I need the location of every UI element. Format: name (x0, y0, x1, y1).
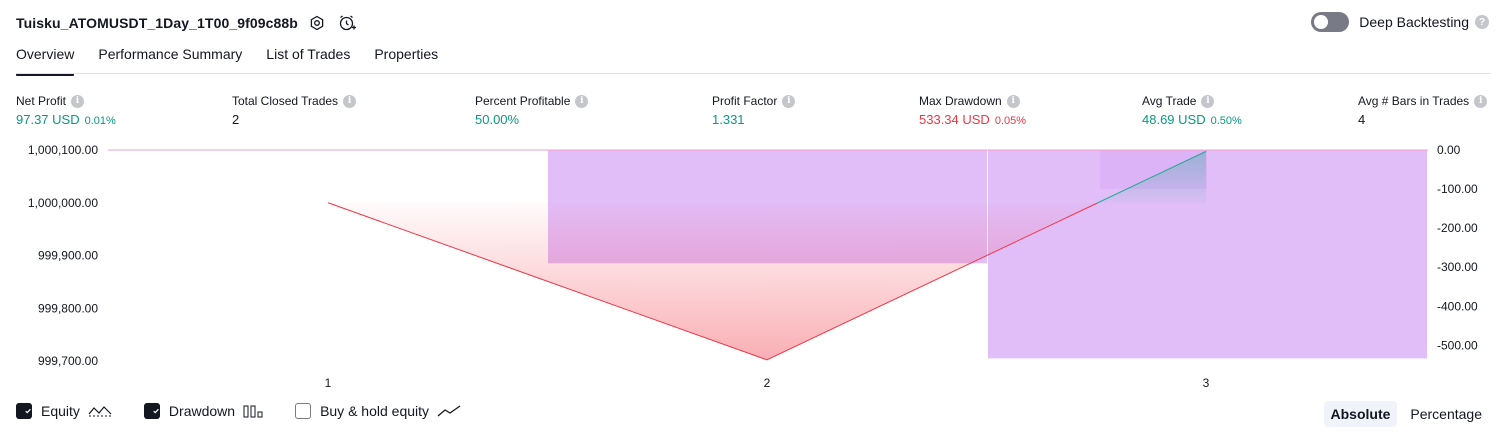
legend-drawdown[interactable]: Drawdown (143, 403, 263, 419)
chart-legend: Equity Drawdown Buy & hold equity (16, 403, 493, 419)
deep-backtesting-label: Deep Backtesting (1359, 14, 1469, 30)
tab-properties[interactable]: Properties (374, 46, 439, 62)
metric-max-drawdown: Max Drawdown i 533.34 USD 0.05% (919, 93, 1026, 127)
metric-sub-value: 0.05% (994, 115, 1027, 127)
drawdown-checkbox[interactable] (143, 403, 160, 419)
info-icon[interactable]: i (71, 94, 85, 108)
legend-equity[interactable]: Equity (16, 403, 112, 419)
metric-value: 97.37 USD (16, 112, 80, 127)
buy-hold-checkbox[interactable] (295, 403, 312, 419)
right-axis-tick: 0.00 (1437, 143, 1461, 157)
metric-value: 48.69 USD (1142, 112, 1206, 127)
x-axis-tick: 1 (325, 376, 332, 390)
absolute-button[interactable]: Absolute (1323, 401, 1398, 427)
help-icon[interactable]: ? (1475, 15, 1489, 29)
metric-label: Profit Factor (712, 94, 778, 108)
info-icon[interactable]: i (343, 94, 357, 108)
left-axis-tick: 1,000,000.00 (28, 196, 98, 210)
report-tabs: Overview Performance Summary List of Tra… (16, 46, 462, 76)
equity-line-up[interactable] (1097, 150, 1207, 204)
metric-sub-value: 0.50% (1210, 115, 1242, 127)
trend-line-icon (437, 405, 461, 417)
percentage-button[interactable]: Percentage (1410, 406, 1482, 422)
gear-icon[interactable] (306, 12, 328, 34)
info-icon[interactable]: i (1006, 94, 1020, 108)
metric-label: Percent Profitable (475, 94, 571, 108)
metric-value: 50.00% (475, 112, 520, 127)
right-axis-tick: -200.00 (1437, 221, 1478, 235)
tab-performance-summary[interactable]: Performance Summary (98, 46, 243, 62)
left-axis-tick: 999,900.00 (38, 249, 98, 263)
equity-layer (327, 150, 1207, 361)
info-icon[interactable]: i (782, 94, 796, 108)
equity-fill-down (328, 202, 1098, 360)
x-axis-tick: 2 (764, 376, 771, 390)
metric-label: Total Closed Trades (232, 94, 339, 108)
metric-label: Avg # Bars in Trades (1358, 94, 1470, 108)
metric-sub-value: 0.01% (84, 115, 116, 127)
equity-line-icon (88, 406, 112, 417)
tab-overview[interactable]: Overview (16, 46, 75, 76)
drawdown-bar[interactable] (988, 150, 1427, 359)
metric-value: 2 (232, 112, 240, 127)
deep-backtesting-toggle[interactable] (1311, 12, 1350, 32)
metric-profit-factor: Profit Factor i 1.331 (712, 93, 796, 127)
metric-total-closed-trades: Total Closed Trades i 2 (232, 93, 357, 127)
metric-net-profit: Net Profit i 97.37 USD 0.01% (16, 93, 116, 127)
scale-switch: Absolute Percentage (1318, 401, 1490, 427)
legend-buy-hold[interactable]: Buy & hold equity (295, 403, 461, 419)
metric-avg-bars: Avg # Bars in Trades i 4 (1358, 93, 1488, 127)
tabs-divider (16, 73, 1491, 74)
legend-label: Drawdown (168, 403, 236, 419)
equity-checkbox[interactable] (16, 403, 32, 419)
info-icon[interactable]: i (575, 94, 589, 108)
metric-label: Max Drawdown (919, 94, 1002, 108)
metric-avg-trade: Avg Trade i 48.69 USD 0.50% (1142, 93, 1242, 127)
equity-line-down[interactable] (327, 202, 1099, 361)
metric-value: 533.34 USD (919, 112, 990, 127)
right-axis-tick: -300.00 (1437, 260, 1478, 274)
left-axis-tick: 999,700.00 (38, 354, 98, 368)
legend-label: Buy & hold equity (320, 403, 430, 419)
equity-drawdown-chart[interactable]: 1,000,100.00 1,000,000.00 999,900.00 999,80… (0, 140, 1507, 395)
axis-layer: 1,000,100.00 1,000,000.00 999,900.00 999,80… (28, 143, 1478, 390)
drawdown-bars-icon (243, 405, 263, 418)
metric-label: Net Profit (16, 94, 67, 108)
right-axis-tick: -500.00 (1437, 338, 1478, 352)
info-icon[interactable]: i (1474, 94, 1488, 108)
strategy-header: Tuisku_ATOMUSDT_1Day_1T00_9f09c88b (16, 11, 358, 35)
info-icon[interactable]: i (1201, 94, 1215, 108)
x-axis-tick: 3 (1203, 376, 1210, 390)
metric-percent-profitable: Percent Profitable i 50.00% (475, 93, 589, 127)
alarm-clock-plus-icon[interactable] (336, 12, 358, 34)
deep-backtesting: Deep Backtesting ? (1311, 12, 1489, 32)
strategy-title: Tuisku_ATOMUSDT_1Day_1T00_9f09c88b (16, 15, 298, 31)
metric-label: Avg Trade (1142, 94, 1197, 108)
tab-list-of-trades[interactable]: List of Trades (266, 46, 351, 62)
metric-value: 4 (1358, 112, 1366, 127)
right-axis-tick: -100.00 (1437, 182, 1478, 196)
left-axis-tick: 999,800.00 (38, 301, 98, 315)
metric-value: 1.331 (712, 112, 745, 127)
legend-label: Equity (41, 403, 80, 419)
left-axis-tick: 1,000,100.00 (28, 143, 98, 157)
right-axis-tick: -400.00 (1437, 299, 1478, 313)
